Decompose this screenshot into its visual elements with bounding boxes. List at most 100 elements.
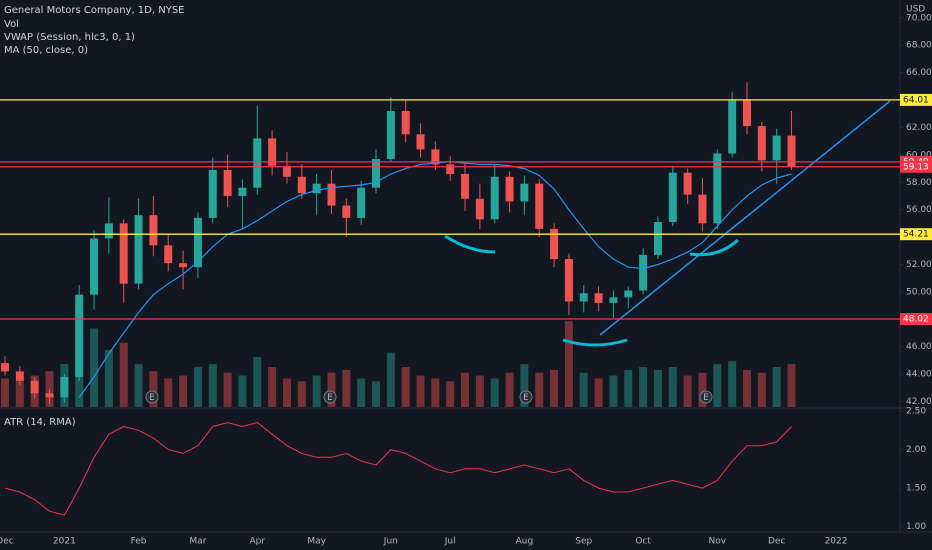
level-label: 64.01 — [903, 95, 929, 105]
volume-bar — [609, 375, 618, 407]
pattern-arc — [689, 238, 740, 257]
volume-bar — [208, 364, 217, 407]
candle-body — [624, 290, 633, 298]
volume-bar — [564, 321, 573, 407]
candle-body — [372, 158, 380, 188]
candle-body — [668, 172, 677, 222]
volume-bar — [505, 372, 514, 407]
volume-bar — [297, 381, 306, 407]
volume-bar — [757, 372, 766, 407]
earnings-marker — [699, 390, 713, 404]
candle-body — [45, 393, 54, 398]
candle-body — [594, 293, 603, 303]
candle-body — [653, 222, 662, 255]
volume-bar — [1, 378, 9, 407]
volume-bar — [45, 371, 54, 407]
candle-body — [743, 100, 751, 127]
volume-bar — [253, 357, 262, 407]
candle-body — [75, 294, 84, 377]
earnings-label: E — [149, 393, 155, 403]
candle-body — [327, 183, 336, 206]
x-tick-label: Mar — [189, 537, 206, 547]
candle-body — [164, 245, 173, 264]
x-tick-label: Feb — [131, 537, 147, 547]
candle-body — [357, 187, 366, 218]
earnings-marker — [145, 390, 159, 404]
earnings-marker — [323, 390, 337, 404]
volume-bar — [683, 375, 692, 407]
candle-body — [461, 174, 470, 199]
y-tick-label: 68.00 — [906, 41, 932, 51]
volume-bar — [268, 367, 277, 407]
candle-body — [757, 126, 766, 161]
volume-bar — [490, 378, 499, 407]
x-tick-label: Jul — [444, 537, 456, 547]
x-tick-label: Sep — [575, 537, 592, 547]
earnings-marker — [519, 390, 533, 404]
candle-body — [342, 205, 351, 218]
volume-bar — [743, 369, 751, 407]
y-tick-label: 70.00 — [906, 13, 932, 23]
candle-body — [1, 363, 9, 372]
volume-bar — [446, 381, 455, 407]
y-tick-label: 1.50 — [906, 484, 926, 494]
volume-bar — [639, 367, 648, 407]
candle-body — [193, 217, 202, 268]
volume-bar — [282, 378, 291, 407]
candle-body — [713, 153, 722, 224]
volume-bar — [579, 372, 588, 407]
volume-bar — [327, 372, 336, 407]
volume-bar — [624, 369, 633, 407]
volume-bar — [372, 381, 380, 407]
legend-item: ATR (14, RMA) — [4, 417, 76, 428]
earnings-label: E — [703, 393, 709, 403]
volume-bar — [342, 369, 351, 407]
y-tick-label: 42.00 — [906, 397, 932, 407]
x-tick-label: Oct — [635, 537, 651, 547]
legend-item: VWAP (Session, hlc3, 0, 1) — [4, 32, 135, 43]
legend-item: Vol — [4, 19, 19, 30]
candle-body — [446, 164, 455, 175]
volume-bar — [357, 378, 366, 407]
volume-bar — [401, 367, 410, 407]
candle-body — [564, 259, 573, 302]
volume-bar — [787, 364, 796, 407]
x-tick-label: Dec — [768, 537, 785, 547]
x-tick-label: Apr — [249, 537, 265, 547]
y-tick-label: 58.00 — [906, 178, 932, 188]
y-tick-label: 52.00 — [906, 260, 932, 270]
candle-body — [416, 134, 425, 150]
y-tick-label: 62.00 — [906, 123, 932, 133]
y-tick-label: 46.00 — [906, 342, 932, 352]
volume-bar — [164, 378, 173, 407]
volume-bar — [90, 328, 99, 407]
candle-body — [104, 223, 113, 239]
candle-body — [282, 165, 291, 177]
level-label: 54.21 — [903, 230, 929, 240]
candle-body — [728, 100, 737, 154]
candle-body — [683, 172, 692, 195]
candle-body — [535, 183, 544, 229]
candle-body — [134, 215, 143, 284]
earnings-label: E — [523, 393, 529, 403]
y-tick-label: 66.00 — [906, 68, 932, 78]
x-tick-label: Dec — [0, 537, 14, 547]
pattern-arc — [562, 338, 628, 347]
pattern-arc — [444, 234, 496, 254]
candle-body — [90, 238, 99, 295]
candle-body — [238, 187, 247, 196]
y-tick-label: 2.50 — [906, 407, 926, 417]
candle-body — [609, 297, 618, 303]
candle-body — [386, 111, 395, 159]
currency-label: USD — [906, 5, 925, 15]
volume-bar — [238, 375, 247, 407]
candle-body — [772, 135, 781, 161]
y-tick-label: 60.00 — [906, 150, 932, 160]
level-label-bg — [900, 228, 932, 241]
volume-bar — [223, 372, 232, 407]
volume-bar — [520, 364, 529, 407]
atr-line — [4, 422, 792, 516]
candle-body — [297, 176, 306, 194]
volume-bar — [713, 364, 722, 407]
